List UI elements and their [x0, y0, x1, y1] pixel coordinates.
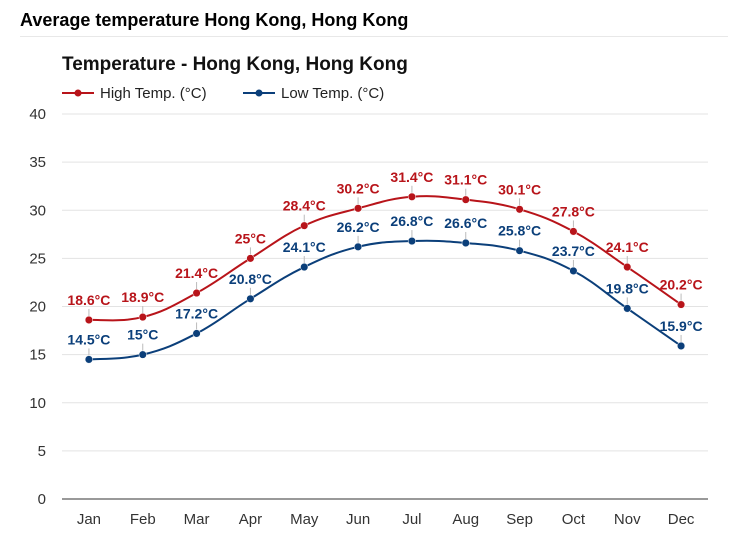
data-label-high: 27.8°C: [552, 203, 595, 219]
data-point-low[interactable]: [461, 238, 470, 248]
data-label-high: 31.4°C: [390, 169, 433, 185]
y-tick-label: 30: [29, 202, 46, 219]
x-tick-label: Oct: [562, 511, 586, 528]
x-tick-label: Nov: [614, 511, 641, 528]
y-tick-label: 20: [29, 299, 46, 316]
x-tick-label: May: [290, 511, 319, 528]
data-point-low[interactable]: [300, 262, 309, 272]
data-label-low: 14.5°C: [67, 331, 110, 347]
y-tick-label: 10: [29, 395, 46, 412]
y-tick-label: 15: [29, 347, 46, 364]
data-point-high[interactable]: [138, 313, 147, 322]
x-tick-label: Sep: [506, 511, 533, 528]
x-axis: Jan Feb Mar Apr May Jun Jul Aug Sep Oct Nov Dec: [77, 511, 695, 528]
data-label-low: 20.8°C: [229, 271, 272, 287]
data-label-high: 30.2°C: [337, 180, 380, 196]
data-point-low[interactable]: [407, 237, 416, 246]
data-label-low: 25.8°C: [498, 223, 541, 239]
x-tick-label: Jul: [402, 511, 421, 528]
page-title: Average temperature Hong Kong, Hong Kong: [20, 10, 409, 30]
y-tick-label: 25: [29, 250, 46, 267]
y-tick-label: 40: [29, 106, 46, 123]
data-label-low: 19.8°C: [606, 280, 649, 296]
x-tick-label: Jan: [77, 511, 101, 528]
data-label-high: 18.6°C: [67, 292, 110, 308]
x-tick-label: Feb: [130, 511, 156, 528]
data-label-high: 18.9°C: [121, 289, 164, 305]
data-point-high[interactable]: [461, 195, 470, 204]
data-point-low[interactable]: [515, 246, 524, 255]
data-label-low: 23.7°C: [552, 243, 595, 259]
data-point-high[interactable]: [677, 300, 686, 309]
y-tick-label: 35: [29, 154, 46, 171]
data-point-high[interactable]: [246, 254, 255, 263]
x-tick-label: Aug: [452, 511, 479, 528]
x-tick-label: Mar: [184, 511, 210, 528]
data-point-high[interactable]: [354, 204, 363, 213]
data-label-high: 25°C: [235, 230, 266, 246]
data-label-low: 24.1°C: [283, 239, 326, 255]
legend-marker-high: [74, 89, 82, 97]
legend-item-low[interactable]: Low Temp. (°C): [243, 85, 384, 102]
data-point-low[interactable]: [84, 355, 93, 364]
data-point-high[interactable]: [515, 205, 524, 214]
legend-item-high[interactable]: High Temp. (°C): [62, 85, 207, 102]
y-axis: 0 5 10 15 20 25 30 35 40: [29, 106, 46, 508]
data-label-high: 21.4°C: [175, 265, 218, 281]
data-label-low: 26.6°C: [444, 215, 487, 231]
title-divider: [20, 36, 728, 37]
data-label-low: 15.9°C: [660, 318, 703, 334]
legend-label-low: Low Temp. (°C): [281, 85, 384, 102]
data-point-low[interactable]: [569, 266, 578, 275]
chart-legend: High Temp. (°C) Low Temp. (°C): [62, 85, 384, 102]
chart-title: Temperature - Hong Kong, Hong Kong: [62, 54, 408, 75]
x-tick-label: Apr: [239, 511, 262, 528]
grid-lines: [62, 113, 708, 500]
data-point-high[interactable]: [84, 315, 93, 325]
data-point-high[interactable]: [407, 192, 416, 201]
x-tick-label: Dec: [668, 511, 695, 528]
data-labels-layer: 18.6°C 18.9°C 21.4°C 25°C 28.4°C 30.2°C 31.4°C…: [67, 169, 703, 356]
legend-label-high: High Temp. (°C): [100, 85, 207, 102]
data-label-low: 26.2°C: [337, 219, 380, 235]
data-point-low[interactable]: [354, 242, 363, 251]
data-label-high: 30.1°C: [498, 181, 541, 197]
legend-marker-low: [255, 89, 263, 97]
x-tick-label: Jun: [346, 511, 370, 528]
series-layer: [84, 192, 686, 364]
data-point-low[interactable]: [138, 350, 147, 359]
data-point-low[interactable]: [192, 329, 201, 338]
data-point-low[interactable]: [677, 341, 686, 351]
data-point-high[interactable]: [569, 227, 578, 236]
data-label-low: 15°C: [127, 327, 158, 343]
data-point-low[interactable]: [246, 294, 255, 303]
data-label-low: 26.8°C: [390, 213, 433, 229]
y-tick-label: 5: [38, 443, 46, 460]
data-label-low: 17.2°C: [175, 305, 218, 321]
data-label-high: 20.2°C: [660, 277, 703, 293]
data-point-low[interactable]: [623, 304, 632, 313]
data-point-high[interactable]: [623, 262, 632, 272]
y-tick-label: 0: [38, 491, 46, 508]
data-point-high[interactable]: [192, 288, 201, 298]
data-label-high: 24.1°C: [606, 239, 649, 255]
data-label-high: 31.1°C: [444, 172, 487, 188]
data-point-high[interactable]: [300, 221, 309, 230]
data-label-high: 28.4°C: [283, 198, 326, 214]
